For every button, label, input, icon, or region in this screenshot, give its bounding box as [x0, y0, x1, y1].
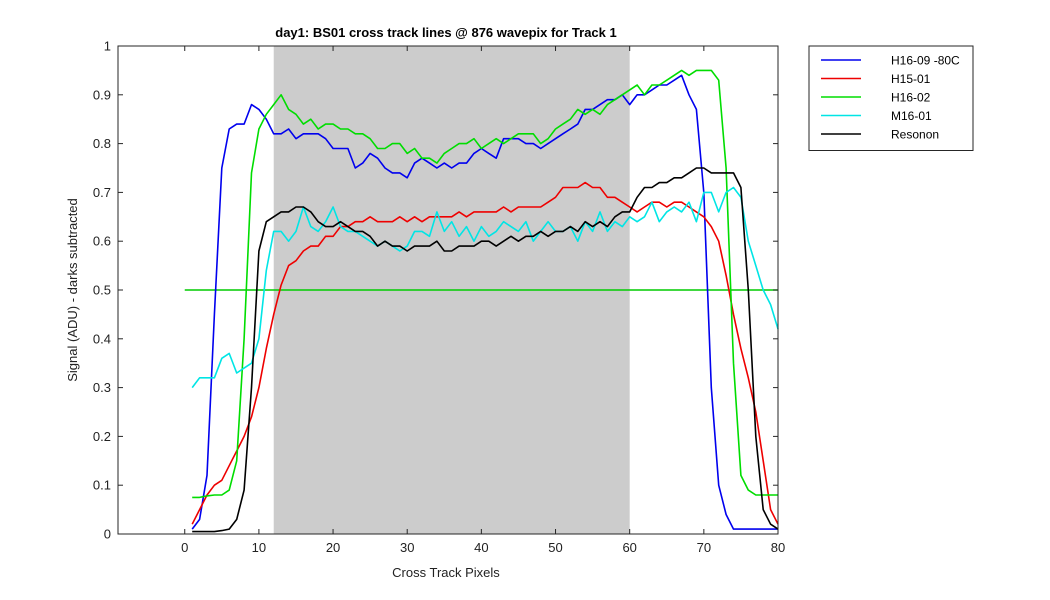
y-tick-label: 0.5: [93, 283, 111, 298]
series-line-3: [192, 69, 778, 499]
series-line-5: [192, 167, 779, 533]
y-tick-label: 0.2: [93, 429, 111, 444]
series-line-4: [191, 186, 779, 389]
y-tick-label: 0: [104, 527, 111, 542]
y-tick-label: 0.9: [93, 87, 111, 102]
x-tick-label: 80: [771, 540, 785, 555]
legend-label: H16-09 -80C: [891, 54, 960, 68]
y-tick-label: 0.4: [93, 331, 111, 346]
x-axis-label: Cross Track Pixels: [392, 565, 500, 580]
x-tick-label: 0: [181, 540, 188, 555]
x-tick-label: 20: [326, 540, 340, 555]
y-tick-label: 0.6: [93, 234, 111, 249]
legend-label: M16-01: [891, 109, 932, 123]
y-tick-label: 0.8: [93, 136, 111, 151]
series-line-2: [191, 181, 779, 525]
y-axis-label: Signal (ADU) - darks subtracted: [65, 198, 80, 382]
chart-title: day1: BS01 cross track lines @ 876 wavep…: [275, 25, 616, 40]
y-tick-label: 0.1: [93, 478, 111, 493]
y-tick-label: 0.3: [93, 380, 111, 395]
legend-box: [808, 45, 974, 151]
legend-label: H16-02: [891, 91, 931, 105]
axes: 0 10 20 30 40 50 60 70 80 0 0.1 0.2 0.3 0.4 0.5 0.6 0.7 0…: [93, 39, 785, 556]
y-tick-label: 0.7: [93, 185, 111, 200]
x-tick-label: 60: [622, 540, 636, 555]
x-tick-label: 50: [548, 540, 562, 555]
y-tick-label: 1: [104, 39, 111, 54]
legend-label: Resonon: [891, 128, 939, 142]
x-tick-label: 10: [252, 540, 266, 555]
x-tick-label: 30: [400, 540, 414, 555]
legend-label: H15-01: [891, 72, 931, 86]
x-tick-label: 70: [697, 540, 711, 555]
legend: H16-09 -80C H15-01 H16-02 M16-01 Resonon: [808, 45, 974, 151]
x-tick-label: 40: [474, 540, 488, 555]
plot-area: [184, 46, 779, 534]
series-line-1: [191, 74, 778, 530]
